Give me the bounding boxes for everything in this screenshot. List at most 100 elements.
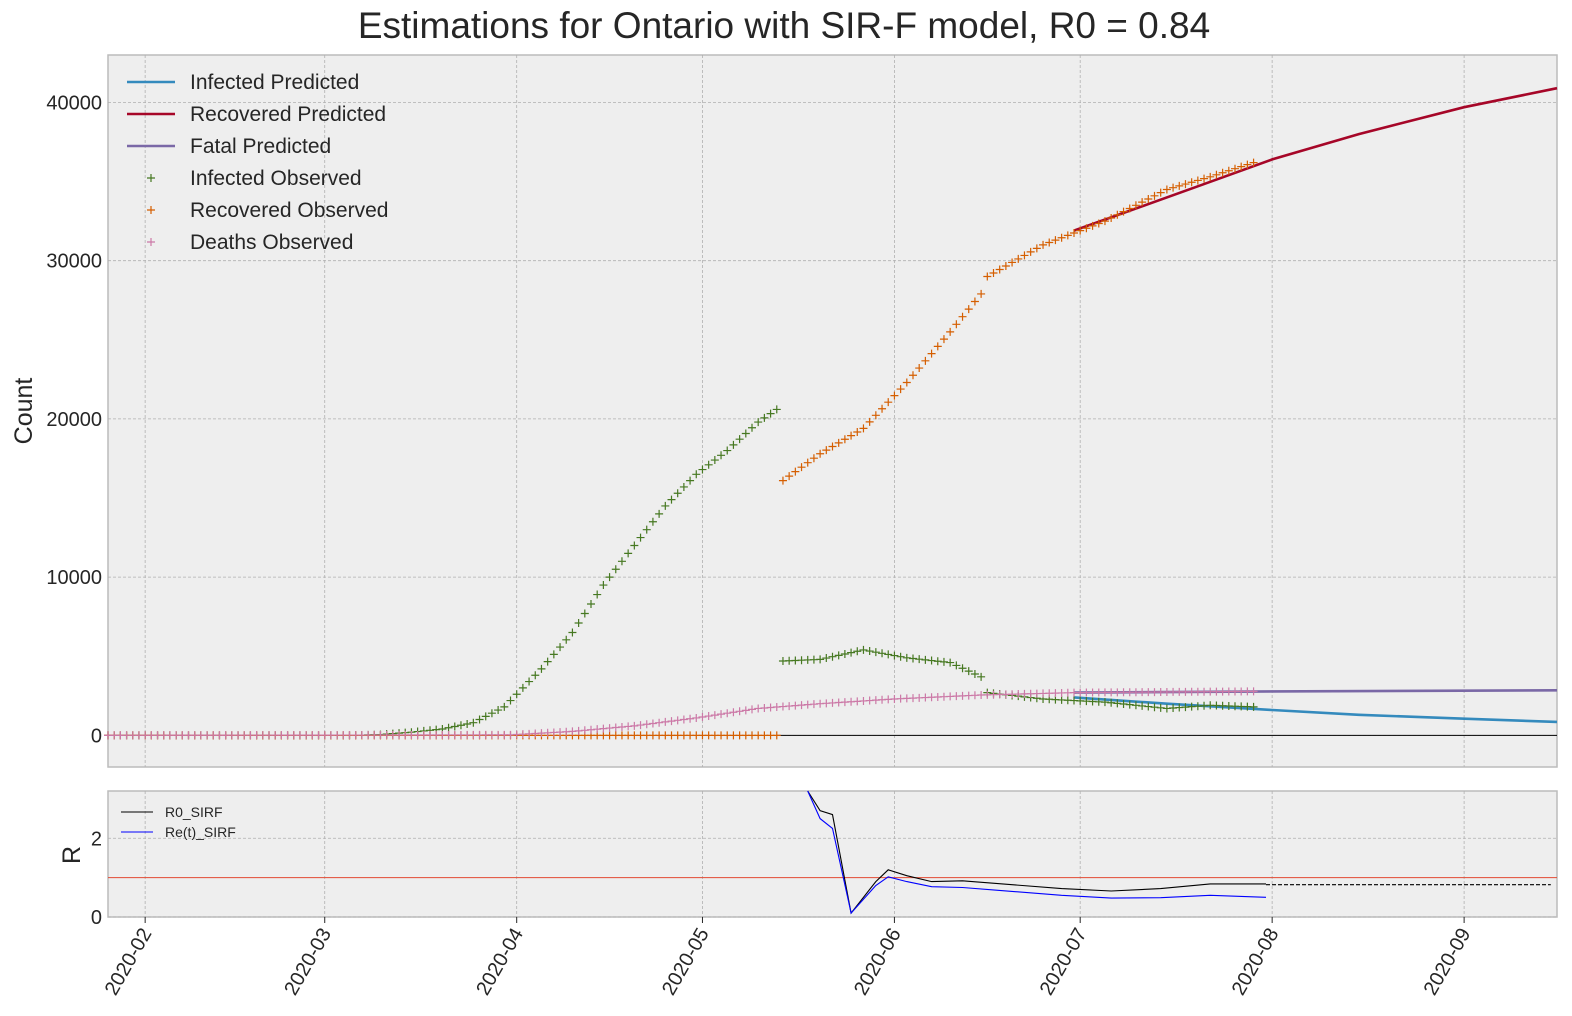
legend-label: Infected Predicted — [190, 71, 359, 94]
observed-marker — [1187, 178, 1196, 187]
observed-marker — [698, 465, 707, 474]
observed-marker — [1125, 700, 1134, 709]
x-tick-label: 2020-05 — [658, 925, 714, 1000]
observed-marker — [909, 654, 917, 663]
observed-marker — [1008, 258, 1017, 267]
observed-marker — [760, 413, 769, 422]
observed-marker — [1113, 210, 1122, 219]
observed-marker — [803, 458, 812, 467]
observed-marker — [642, 720, 651, 729]
legend-handle — [147, 206, 155, 214]
observed-marker — [531, 671, 540, 680]
observed-marker — [512, 690, 521, 699]
observed-marker — [574, 619, 583, 628]
observed-marker — [983, 272, 992, 281]
observed-marker — [679, 482, 688, 491]
observed-marker — [456, 721, 465, 730]
observed-marker — [469, 718, 478, 727]
observed-marker — [952, 661, 961, 670]
r-y-tick-label: 0 — [91, 907, 102, 929]
r-y-axis-label: R — [58, 846, 86, 864]
observed-marker — [679, 715, 688, 724]
observed-marker — [797, 463, 806, 472]
observed-marker — [1032, 244, 1041, 253]
observed-marker — [921, 356, 930, 365]
observed-marker — [933, 342, 942, 351]
r-legend-label: R0_SIRF — [165, 804, 223, 820]
observed-marker — [915, 364, 924, 373]
observed-marker — [791, 467, 800, 476]
observed-marker — [624, 549, 633, 558]
observed-marker — [1175, 181, 1184, 190]
x-tick-label: 2020-07 — [1036, 925, 1092, 1000]
observed-marker — [865, 417, 874, 426]
r-plot: 0 2 R R0_SIRF Re(t)_SIRF — [58, 790, 1558, 929]
observed-marker — [766, 409, 775, 418]
observed-marker — [890, 391, 899, 400]
observed-marker — [958, 664, 967, 673]
x-tick-label: 2020-03 — [280, 925, 336, 1000]
observed-marker — [1156, 703, 1165, 712]
observed-marker — [1113, 699, 1122, 708]
observed-marker — [772, 731, 781, 740]
observed-marker — [636, 721, 645, 730]
observed-marker — [735, 707, 744, 716]
observed-marker — [593, 590, 602, 599]
observed-marker — [1218, 168, 1227, 177]
observed-marker — [816, 449, 825, 458]
legend-label: Fatal Predicted — [190, 135, 331, 158]
observed-marker — [630, 721, 639, 730]
observed-marker — [518, 683, 527, 692]
observed-marker — [1100, 698, 1109, 707]
observed-marker — [1181, 180, 1190, 189]
r-legend-label: Re(t)_SIRF — [165, 824, 236, 840]
observed-marker — [1094, 219, 1103, 228]
observed-marker — [655, 509, 664, 518]
observed-marker — [617, 557, 626, 566]
observed-marker — [977, 672, 986, 681]
observed-marker — [704, 712, 713, 721]
observed-marker — [642, 525, 651, 534]
observed-marker — [487, 709, 496, 718]
observed-marker — [840, 649, 849, 658]
observed-marker — [549, 650, 558, 659]
x-tick-label: 2020-02 — [101, 925, 157, 1000]
main-y-tick-label: 0 — [91, 725, 102, 747]
observed-marker — [964, 305, 973, 314]
observed-marker — [475, 715, 484, 724]
main-y-tick-label: 40000 — [46, 92, 102, 114]
observed-marker — [946, 327, 955, 336]
observed-marker — [568, 628, 577, 637]
observed-marker — [847, 431, 856, 440]
observed-marker — [816, 655, 825, 664]
observed-marker — [1243, 160, 1252, 169]
observed-marker — [1045, 238, 1054, 247]
observed-marker — [450, 722, 459, 731]
observed-marker — [1144, 702, 1153, 711]
observed-marker — [735, 435, 744, 444]
observed-marker — [970, 297, 979, 306]
observed-marker — [717, 451, 726, 460]
observed-marker — [692, 470, 701, 479]
observed-marker — [481, 712, 490, 721]
observed-marker — [1082, 224, 1091, 233]
observed-marker — [1249, 687, 1258, 696]
observed-marker — [1070, 229, 1078, 237]
main-y-tick-label: 30000 — [46, 251, 102, 273]
observed-marker — [1144, 194, 1153, 203]
observed-marker — [1212, 170, 1221, 179]
observed-marker — [587, 600, 595, 609]
observed-marker — [723, 709, 732, 718]
observed-marker — [748, 423, 756, 432]
observed-marker — [686, 714, 695, 723]
observed-marker — [884, 398, 893, 407]
observed-marker — [939, 335, 948, 344]
observed-marker — [729, 440, 738, 449]
observed-marker — [1001, 261, 1010, 270]
observed-marker — [648, 517, 657, 526]
observed-marker — [853, 647, 862, 656]
observed-marker — [1131, 701, 1140, 710]
observed-marker — [1156, 188, 1165, 197]
observed-marker — [667, 717, 676, 726]
observed-marker — [463, 719, 472, 728]
